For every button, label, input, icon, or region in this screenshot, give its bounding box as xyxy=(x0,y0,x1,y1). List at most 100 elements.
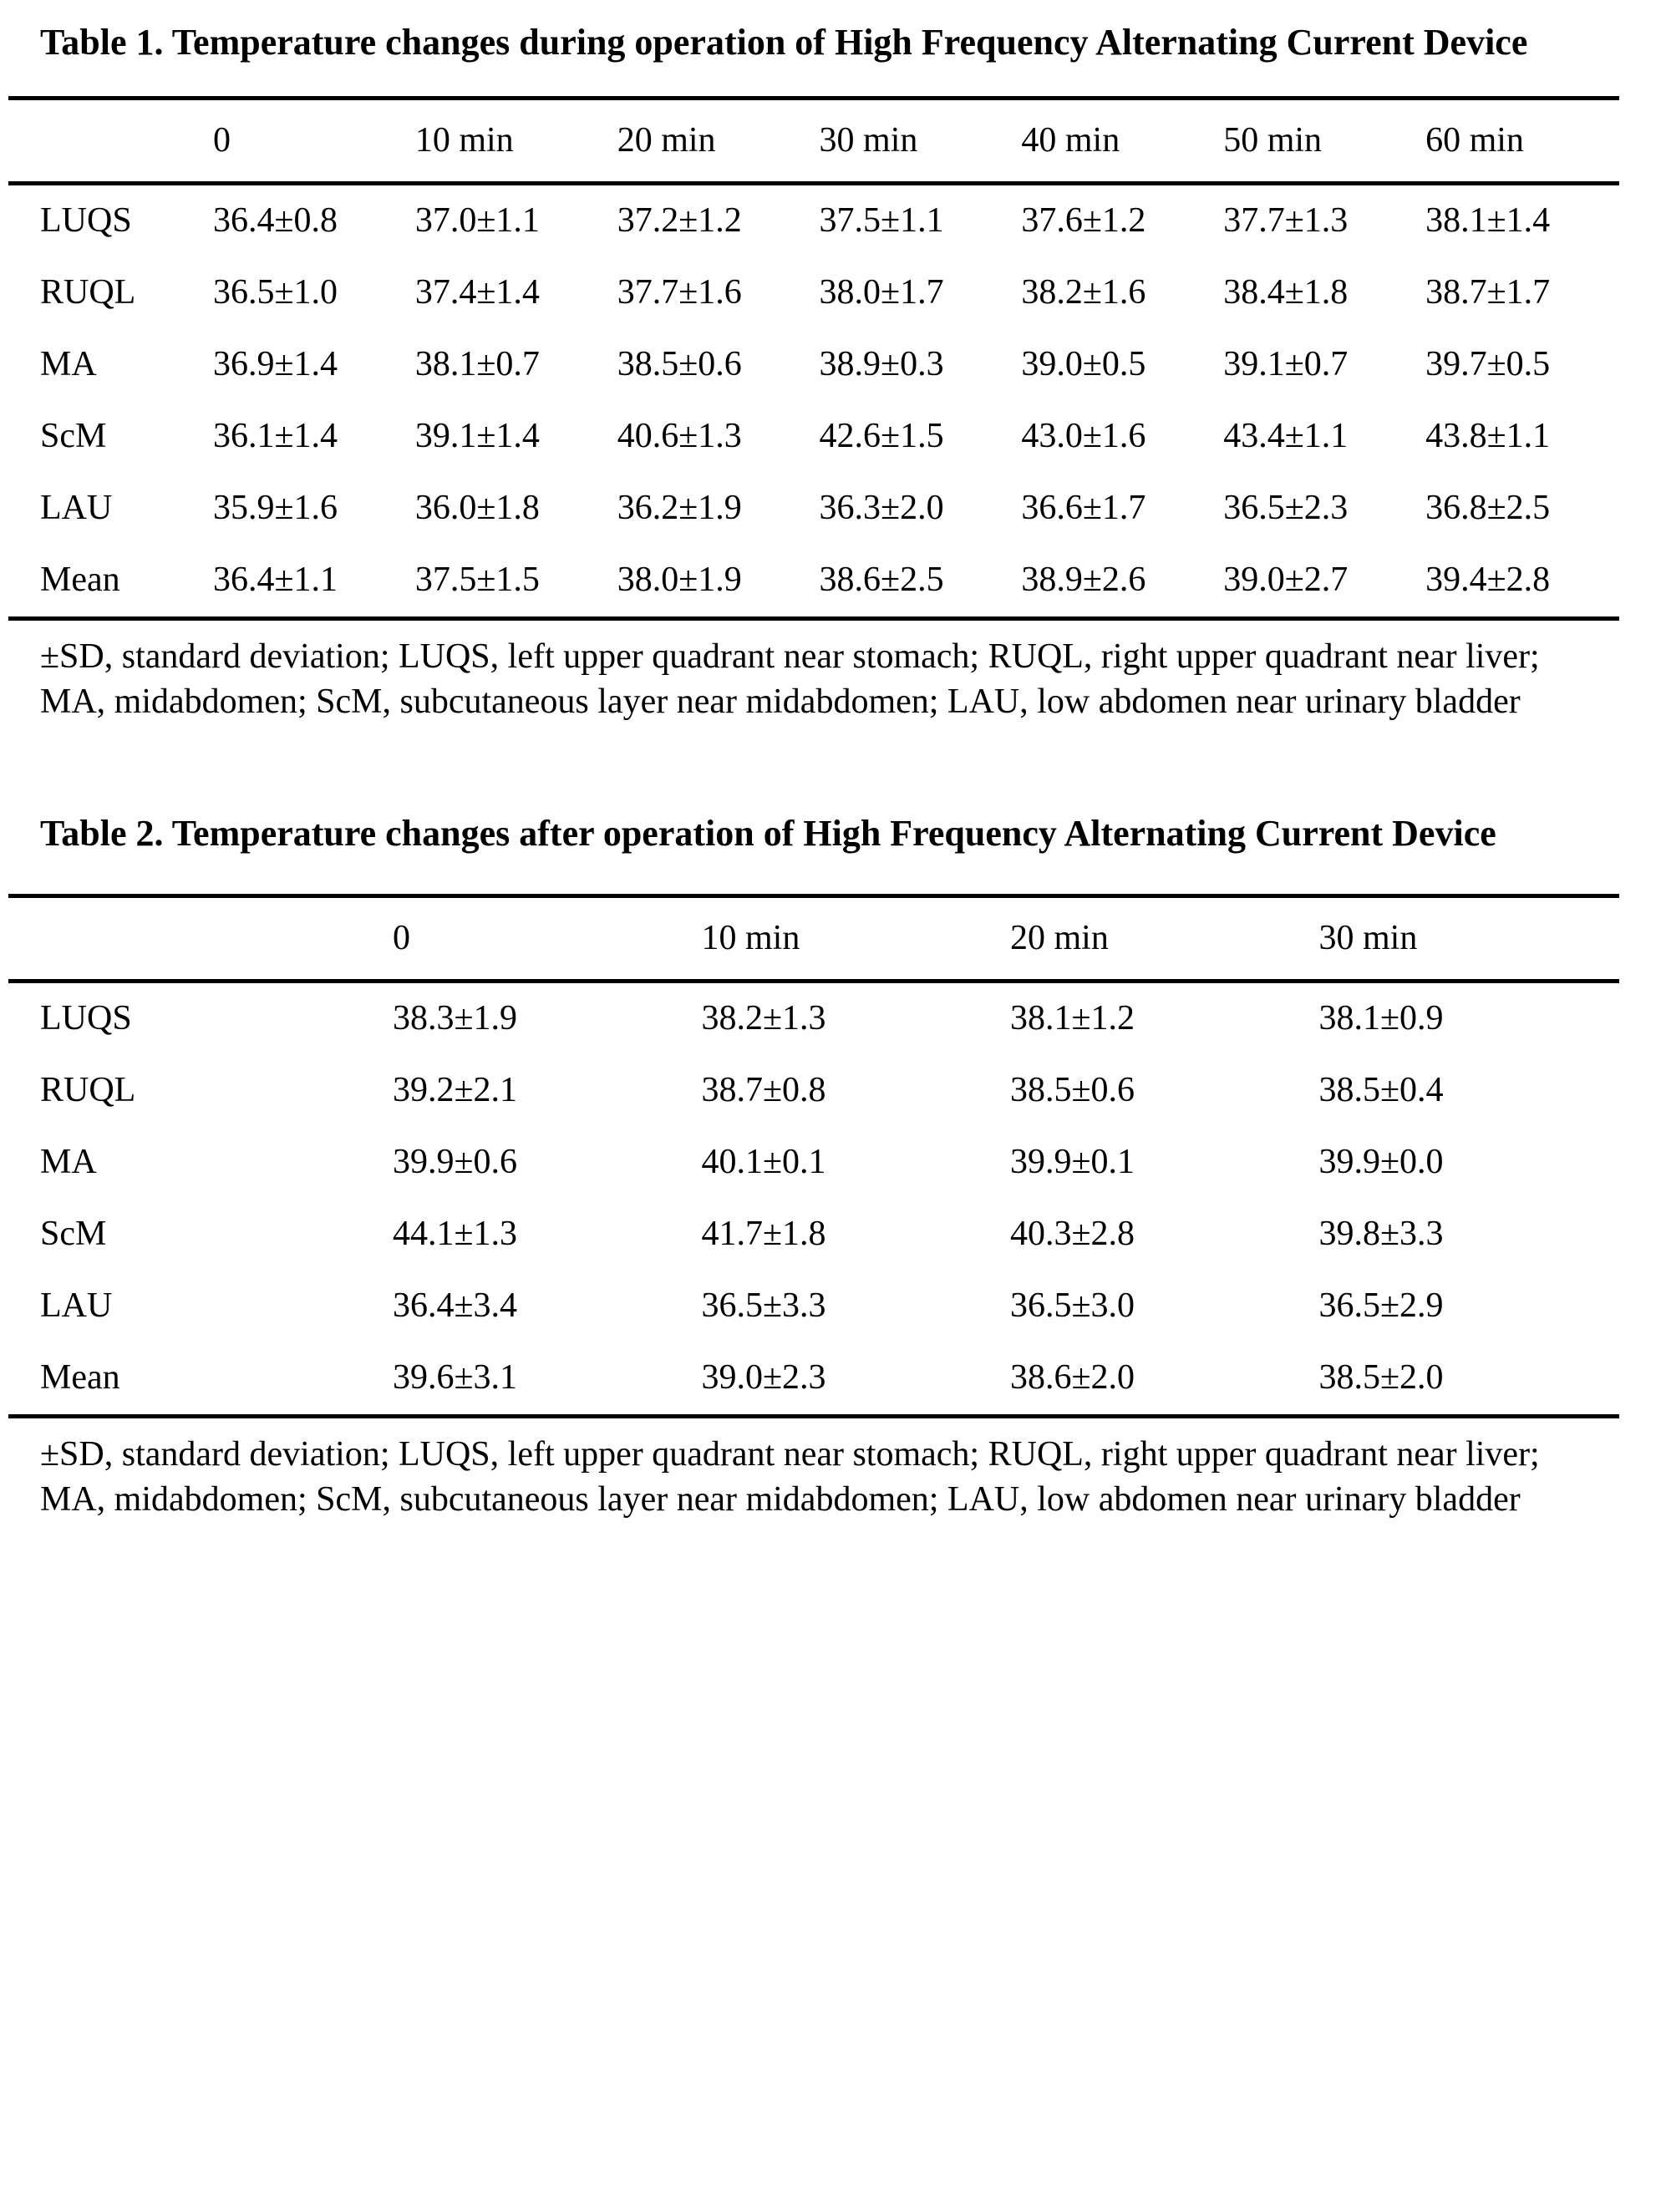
data-cell: 36.0±1.8 xyxy=(414,488,540,527)
data-cell: 37.7±1.6 xyxy=(617,272,742,312)
table-row: LUQS 36.4±0.8 37.0±1.1 37.2±1.2 37.5±1.1 37.6… xyxy=(8,183,1619,257)
data-cell: 36.5±2.3 xyxy=(1223,488,1349,527)
data-cell: 36.5±3.3 xyxy=(701,1286,826,1325)
page-content: Table 1. Temperature changes during oper… xyxy=(8,21,1661,1519)
data-cell: 36.2±1.9 xyxy=(617,488,742,527)
data-cell: 39.0±2.3 xyxy=(701,1357,826,1397)
data-cell: 38.1±1.2 xyxy=(1010,998,1135,1038)
data-cell: 38.6±2.5 xyxy=(819,560,944,599)
data-cell: 37.0±1.1 xyxy=(414,200,540,240)
data-cell: 36.4±0.8 xyxy=(213,200,338,240)
row-label: Mean xyxy=(40,1357,120,1397)
data-cell: 36.1±1.4 xyxy=(213,416,338,455)
data-cell: 36.8±2.5 xyxy=(1425,488,1551,527)
table-row: LAU 35.9±1.6 36.0±1.8 36.2±1.9 36.3±2.0 36.6±… xyxy=(8,473,1619,545)
data-cell: 38.2±1.3 xyxy=(701,998,826,1038)
column-header: 30 min xyxy=(810,98,1013,185)
table2-caption: Table 2. Temperature changes after opera… xyxy=(40,812,1496,854)
table-row: LAU 36.4±3.4 36.5±3.3 36.5±3.0 36.5±2.9 xyxy=(8,1271,1619,1342)
table1-caption: Table 1. Temperature changes during oper… xyxy=(40,22,1528,63)
data-cell: 43.8±1.1 xyxy=(1425,416,1551,455)
row-label: MA xyxy=(40,1142,97,1181)
row-label: LUQS xyxy=(40,200,132,240)
table1-section: Table 1. Temperature changes during oper… xyxy=(8,21,1661,724)
data-cell: 38.6±2.0 xyxy=(1010,1357,1135,1397)
data-cell: 38.7±0.8 xyxy=(701,1070,826,1109)
data-cell: 40.6±1.3 xyxy=(617,416,742,455)
data-cell: 43.4±1.1 xyxy=(1223,416,1349,455)
data-cell: 36.3±2.0 xyxy=(819,488,944,527)
table-row: ScM 36.1±1.4 39.1±1.4 40.6±1.3 42.6±1.5 43.0±… xyxy=(8,401,1619,473)
table2-footnote: ±SD, standard deviation; LUQS, left uppe… xyxy=(40,1434,1540,1519)
column-header: 20 min xyxy=(1002,895,1311,983)
column-header: 0 xyxy=(205,98,407,185)
row-label-header xyxy=(8,98,205,185)
column-header: 40 min xyxy=(1013,98,1216,185)
data-cell: 39.9±0.0 xyxy=(1318,1142,1444,1181)
data-cell: 36.5±1.0 xyxy=(213,272,338,312)
table-row: Mean 39.6±3.1 39.0±2.3 38.6±2.0 38.5±2.0 xyxy=(8,1342,1619,1417)
data-cell: 39.8±3.3 xyxy=(1318,1214,1444,1253)
data-cell: 39.0±2.7 xyxy=(1223,560,1349,599)
data-cell: 39.6±3.1 xyxy=(393,1357,518,1397)
data-cell: 42.6±1.5 xyxy=(819,416,944,455)
data-cell: 39.2±2.1 xyxy=(393,1070,518,1109)
data-cell: 38.1±1.4 xyxy=(1425,200,1551,240)
data-cell: 38.7±1.7 xyxy=(1425,272,1551,312)
data-cell: 39.1±1.4 xyxy=(414,416,540,455)
data-cell: 41.7±1.8 xyxy=(701,1214,826,1253)
table1: 0 10 min 20 min 30 min 40 min 50 min 60 min LUQ… xyxy=(8,95,1619,621)
table-row: RUQL 39.2±2.1 38.7±0.8 38.5±0.6 38.5±0.4 xyxy=(8,1055,1619,1127)
data-cell: 38.9±2.6 xyxy=(1021,560,1146,599)
data-cell: 38.5±2.0 xyxy=(1318,1357,1444,1397)
row-label: RUQL xyxy=(40,1070,136,1109)
table-row: LUQS 38.3±1.9 38.2±1.3 38.1±1.2 38.1±0.9 xyxy=(8,981,1619,1055)
data-cell: 38.4±1.8 xyxy=(1223,272,1349,312)
row-label: LUQS xyxy=(40,998,132,1038)
data-cell: 38.1±0.9 xyxy=(1318,998,1444,1038)
data-cell: 35.9±1.6 xyxy=(213,488,338,527)
header-row: 0 10 min 20 min 30 min 40 min 50 min 60 min xyxy=(8,98,1619,185)
data-cell: 37.5±1.1 xyxy=(819,200,944,240)
data-cell: 37.5±1.5 xyxy=(414,560,540,599)
data-cell: 38.0±1.9 xyxy=(617,560,742,599)
data-cell: 43.0±1.6 xyxy=(1021,416,1146,455)
column-header: 30 min xyxy=(1310,895,1619,983)
data-cell: 44.1±1.3 xyxy=(393,1214,518,1253)
row-label: Mean xyxy=(40,560,120,599)
column-header: 60 min xyxy=(1417,98,1619,185)
data-cell: 36.9±1.4 xyxy=(213,344,338,383)
row-label: RUQL xyxy=(40,272,136,312)
row-label-header xyxy=(8,895,384,983)
row-label: MA xyxy=(40,344,97,383)
data-cell: 38.5±0.6 xyxy=(617,344,742,383)
table2: 0 10 min 20 min 30 min LUQS 38.3±1.9 38.2±1.3 3… xyxy=(8,893,1619,1418)
column-header: 10 min xyxy=(406,98,609,185)
row-label: LAU xyxy=(40,488,113,527)
data-cell: 38.1±0.7 xyxy=(414,344,540,383)
table-row: MA 36.9±1.4 38.1±0.7 38.5±0.6 38.9±0.3 39.0±0… xyxy=(8,329,1619,401)
column-header: 20 min xyxy=(608,98,811,185)
data-cell: 39.9±0.6 xyxy=(393,1142,518,1181)
data-cell: 36.4±3.4 xyxy=(393,1286,518,1325)
data-cell: 37.4±1.4 xyxy=(414,272,540,312)
data-cell: 37.6±1.2 xyxy=(1021,200,1146,240)
data-cell: 38.0±1.7 xyxy=(819,272,944,312)
table-row: ScM 44.1±1.3 41.7±1.8 40.3±2.8 39.8±3.3 xyxy=(8,1199,1619,1271)
header-row: 0 10 min 20 min 30 min xyxy=(8,895,1619,983)
data-cell: 40.1±0.1 xyxy=(701,1142,826,1181)
table-row: MA 39.9±0.6 40.1±0.1 39.9±0.1 39.9±0.0 xyxy=(8,1127,1619,1199)
data-cell: 38.3±1.9 xyxy=(393,998,518,1038)
data-cell: 40.3±2.8 xyxy=(1010,1214,1135,1253)
data-cell: 36.5±3.0 xyxy=(1010,1286,1135,1325)
data-cell: 36.6±1.7 xyxy=(1021,488,1146,527)
data-cell: 37.2±1.2 xyxy=(617,200,742,240)
row-label: ScM xyxy=(40,1214,107,1253)
column-header: 0 xyxy=(384,895,693,983)
data-cell: 39.7±0.5 xyxy=(1425,344,1551,383)
table-row: RUQL 36.5±1.0 37.4±1.4 37.7±1.6 38.0±1.7 38.2… xyxy=(8,257,1619,329)
data-cell: 38.5±0.4 xyxy=(1318,1070,1444,1109)
data-cell: 37.7±1.3 xyxy=(1223,200,1349,240)
column-header: 50 min xyxy=(1215,98,1418,185)
